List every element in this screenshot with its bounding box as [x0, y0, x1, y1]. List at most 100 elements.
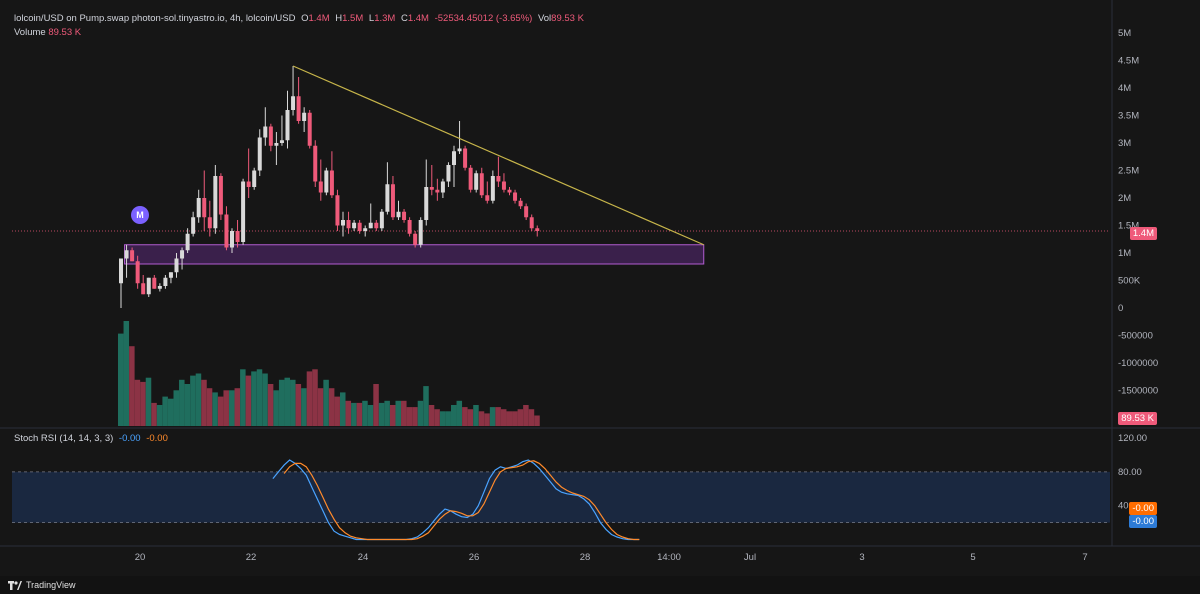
- candle-body: [402, 211, 407, 220]
- time-axis-label: 24: [358, 552, 369, 563]
- candle-body: [463, 148, 468, 168]
- volume-bar: [478, 411, 485, 426]
- candle-body: [524, 206, 529, 218]
- stoch-rsi-d-line: [283, 460, 640, 541]
- candle-body: [285, 110, 290, 141]
- candle-body: [185, 233, 190, 251]
- stoch-rsi-k-value: -0.00: [118, 433, 141, 444]
- last-price-badge: 1.4M: [1129, 227, 1157, 240]
- volume-bar: [278, 379, 285, 426]
- volume-bar: [473, 405, 479, 426]
- time-axis-label: 14:00: [657, 552, 681, 563]
- volume-bar: [256, 369, 263, 426]
- tradingview-logo[interactable]: TradingView: [8, 580, 76, 590]
- stoch-rsi-legend[interactable]: Stoch RSI (14, 14, 3, 3) -0.00 -0.00: [14, 433, 168, 444]
- time-axis-label: Jul: [744, 552, 756, 563]
- price-axis-label: -1000000: [1118, 358, 1158, 369]
- volume-bar: [395, 400, 401, 426]
- volume-bar: [301, 388, 307, 426]
- candle-body: [352, 222, 357, 229]
- candle-body: [385, 184, 390, 212]
- symbol-legend[interactable]: lolcoin/USD on Pump.swap photon-sol.tiny…: [14, 13, 584, 24]
- volume-bar: [351, 402, 357, 426]
- candle-body: [396, 211, 401, 218]
- candle-body: [418, 220, 423, 245]
- candle-body: [507, 189, 512, 193]
- ohlc-open-value: 1.4M: [308, 13, 330, 24]
- candle-body: [446, 165, 451, 182]
- candle-body: [119, 258, 123, 284]
- candle-body: [130, 250, 135, 262]
- volume-legend[interactable]: Volume 89.53 K: [14, 27, 81, 38]
- candle-body: [490, 176, 495, 201]
- candle-body: [168, 272, 173, 278]
- volume-bar: [217, 396, 224, 426]
- ohlc-low-value: 1.3M: [374, 13, 396, 24]
- candle-body: [124, 250, 129, 259]
- volume-bar: [439, 411, 446, 426]
- marker-bubble[interactable]: M: [131, 206, 149, 224]
- candle-body: [257, 137, 262, 171]
- volume-bar: [328, 388, 335, 426]
- price-axis-label: -1500000: [1118, 386, 1158, 397]
- volume-bar: [129, 346, 135, 426]
- candle-body: [302, 112, 307, 121]
- volume-bar: [495, 407, 501, 426]
- volume-bar: [423, 386, 429, 426]
- price-axis-label: -500000: [1118, 331, 1153, 342]
- candle-body: [207, 217, 212, 229]
- volume-bar: [489, 407, 496, 426]
- volume-bar: [151, 402, 157, 426]
- candle-body: [274, 143, 279, 146]
- candle-body: [318, 181, 323, 193]
- time-axis-label: 28: [580, 552, 591, 563]
- last-volume-badge: 89.53 K: [1118, 412, 1157, 425]
- volume-bar: [195, 373, 202, 426]
- volume-bar: [534, 415, 540, 426]
- candle-body: [479, 173, 484, 196]
- candle-body: [252, 170, 257, 187]
- time-axis-label: 26: [469, 552, 480, 563]
- candle-body: [535, 228, 540, 231]
- volume-bar: [334, 396, 340, 426]
- volume-bar: [317, 388, 324, 426]
- candle-body: [474, 173, 479, 190]
- symbol-title[interactable]: lolcoin/USD on Pump.swap photon-sol.tiny…: [14, 13, 296, 24]
- volume-bar: [362, 400, 368, 426]
- volume-bar: [356, 402, 363, 426]
- ohlc-close-value: 1.4M: [407, 13, 429, 24]
- time-axis-label: 20: [135, 552, 146, 563]
- volume-bar: [517, 409, 524, 426]
- candle-body: [163, 277, 168, 286]
- candle-body: [180, 250, 185, 259]
- rsi-d-badge: -0.00: [1129, 502, 1157, 515]
- volume-bar: [240, 369, 246, 426]
- time-axis-label: 5: [970, 552, 975, 563]
- tradingview-brand-text: TradingView: [26, 580, 76, 590]
- ohlc-vol-value: 89.53 K: [551, 13, 584, 24]
- volume-bar: [500, 409, 507, 426]
- volume-bar: [323, 379, 329, 426]
- time-axis-label: 22: [246, 552, 257, 563]
- ohlc-close-label: C: [400, 13, 408, 24]
- rsi-axis-label: 120.00: [1118, 433, 1147, 444]
- candle-body: [141, 283, 146, 295]
- volume-bar: [528, 409, 535, 426]
- price-axis-label: 2M: [1118, 193, 1131, 204]
- volume-bar: [345, 400, 352, 426]
- volume-bar: [389, 405, 396, 426]
- candle-body: [291, 96, 296, 110]
- volume-bar: [451, 405, 457, 426]
- candle-body: [529, 217, 534, 229]
- candle-body: [513, 192, 518, 201]
- volume-bar: [140, 381, 146, 426]
- volume-bar: [118, 333, 124, 426]
- candle-body: [157, 286, 162, 289]
- stoch-rsi-k-line: [272, 459, 640, 541]
- ohlc-change: -52534.45012 (-3.65%): [434, 13, 533, 24]
- candle-body: [457, 148, 462, 152]
- volume-bar: [428, 405, 435, 426]
- volume-bar: [284, 377, 290, 426]
